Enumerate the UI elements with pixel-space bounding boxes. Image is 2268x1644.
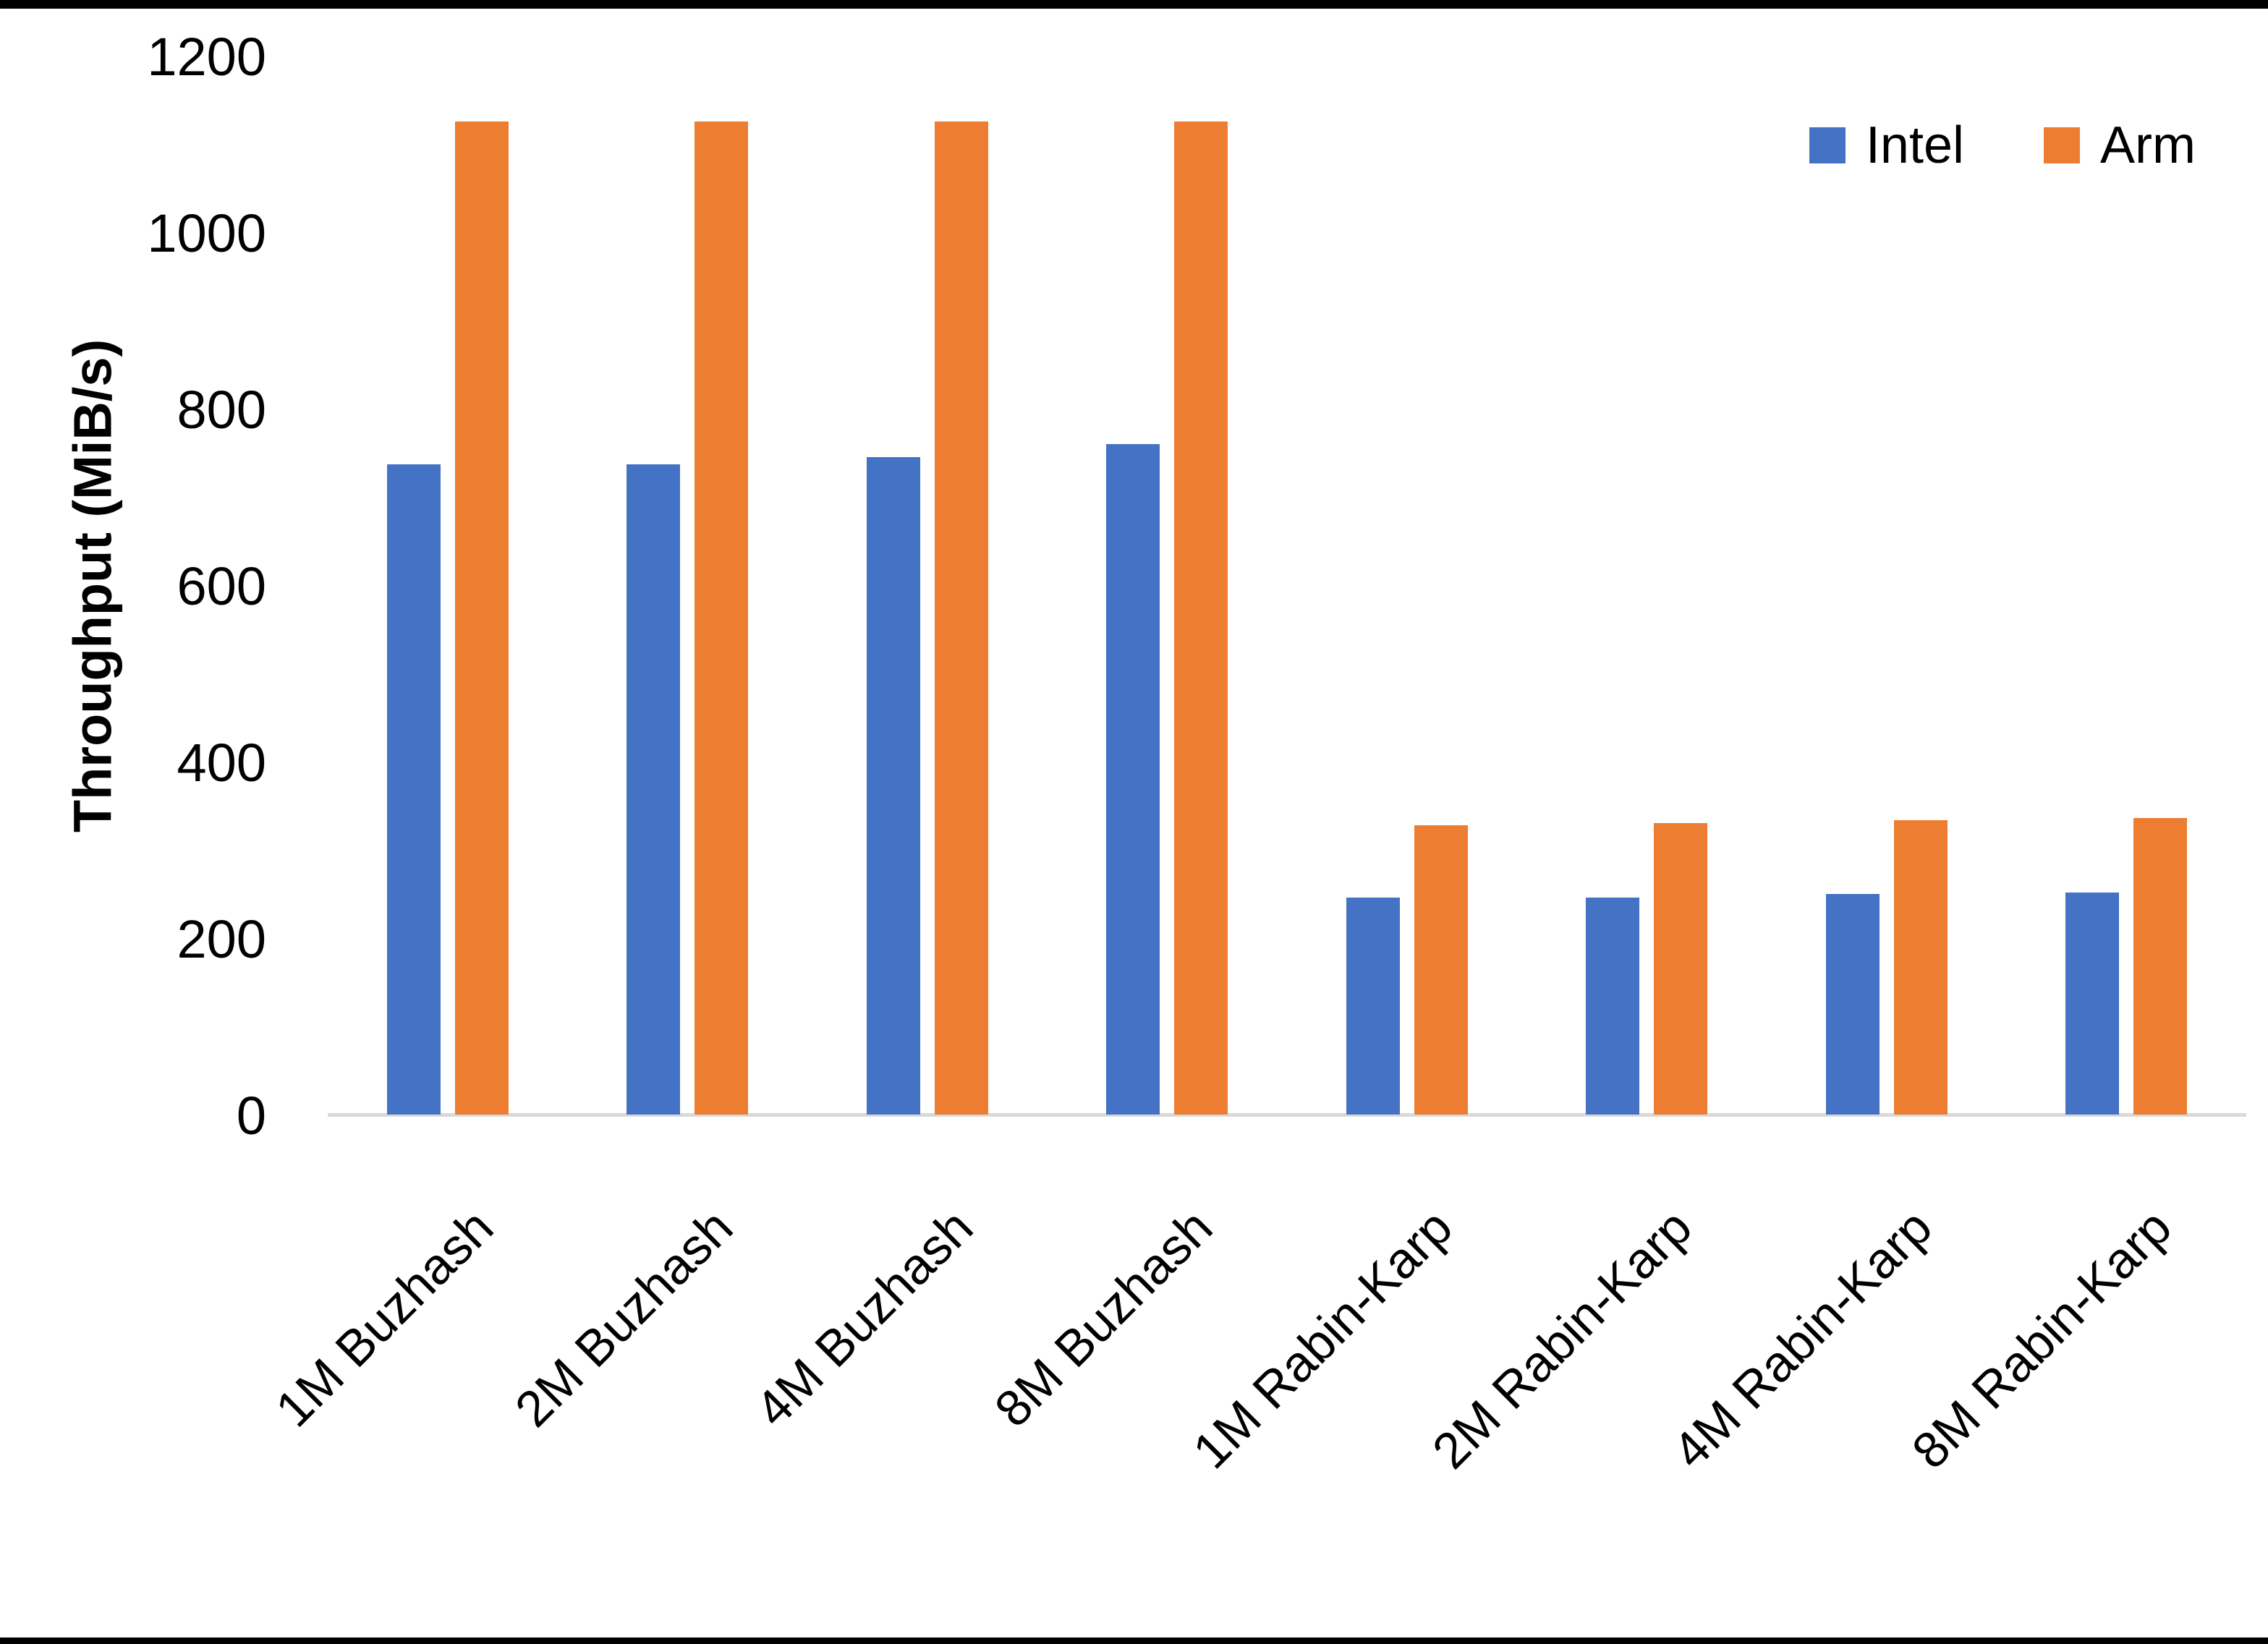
bar-intel-2m-buzhash xyxy=(627,464,680,1115)
x-category-label-2m-rabin-karp: 2M Rabin-Karp xyxy=(1422,1198,1703,1480)
x-axis-line xyxy=(328,1113,2246,1117)
bar-intel-4m-buzhash xyxy=(867,457,920,1115)
y-tick-label-600: 600 xyxy=(177,556,266,616)
bar-arm-1m-rabin-karp xyxy=(1414,825,1468,1115)
bar-intel-4m-rabin-karp xyxy=(1826,894,1880,1115)
legend-label-intel: Intel xyxy=(1865,116,1965,174)
bar-arm-4m-rabin-karp xyxy=(1894,820,1948,1115)
y-tick-label-1000: 1000 xyxy=(147,203,266,263)
bar-intel-1m-buzhash xyxy=(387,464,441,1115)
legend-item-arm: Arm xyxy=(2044,119,2196,171)
bar-arm-4m-buzhash xyxy=(935,122,988,1115)
x-category-label-1m-buzhash: 1M Buzhash xyxy=(264,1198,504,1438)
y-tick-label-1200: 1200 xyxy=(147,27,266,87)
bar-arm-2m-rabin-karp xyxy=(1654,823,1707,1115)
x-category-label-2m-buzhash: 2M Buzhash xyxy=(504,1198,744,1438)
legend-swatch-arm xyxy=(2044,127,2081,163)
y-tick-label-200: 200 xyxy=(177,909,266,969)
x-category-label-4m-rabin-karp: 4M Rabin-Karp xyxy=(1662,1198,1943,1480)
bar-intel-2m-rabin-karp xyxy=(1586,898,1639,1115)
y-tick-label-400: 400 xyxy=(177,733,266,793)
x-category-label-4m-buzhash: 4M Buzhash xyxy=(744,1198,984,1438)
x-category-label-8m-rabin-karp: 8M Rabin-Karp xyxy=(1901,1198,2183,1480)
bottom-edge-border xyxy=(0,1637,2268,1644)
legend: Intel Arm xyxy=(1809,119,2196,171)
y-tick-label-0: 0 xyxy=(236,1086,266,1146)
x-category-label-1m-rabin-karp: 1M Rabin-Karp xyxy=(1182,1198,1464,1480)
bar-arm-8m-buzhash xyxy=(1174,122,1228,1115)
bar-intel-8m-buzhash xyxy=(1106,444,1160,1115)
bar-arm-8m-rabin-karp xyxy=(2133,818,2187,1115)
bar-arm-1m-buzhash xyxy=(455,122,509,1115)
legend-item-intel: Intel xyxy=(1809,119,1964,171)
legend-label-arm: Arm xyxy=(2100,116,2196,174)
x-category-label-8m-buzhash: 8M Buzhash xyxy=(984,1198,1223,1438)
y-axis-title: Throughput (MiB/s) xyxy=(62,338,123,833)
bar-arm-2m-buzhash xyxy=(695,122,748,1115)
bar-intel-1m-rabin-karp xyxy=(1346,898,1400,1115)
bar-intel-8m-rabin-karp xyxy=(2065,893,2119,1115)
y-tick-label-800: 800 xyxy=(177,380,266,440)
top-edge-border xyxy=(0,0,2268,9)
legend-swatch-intel xyxy=(1809,127,1846,163)
